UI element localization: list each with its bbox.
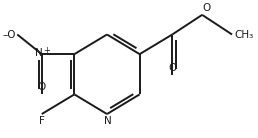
Text: +: +: [44, 46, 51, 55]
Text: N: N: [35, 48, 42, 58]
Text: –O: –O: [3, 30, 16, 40]
Text: O: O: [168, 63, 176, 73]
Text: N: N: [104, 116, 112, 126]
Text: O: O: [203, 3, 211, 13]
Text: O: O: [38, 82, 46, 92]
Text: F: F: [39, 116, 45, 126]
Text: CH₃: CH₃: [234, 30, 253, 39]
